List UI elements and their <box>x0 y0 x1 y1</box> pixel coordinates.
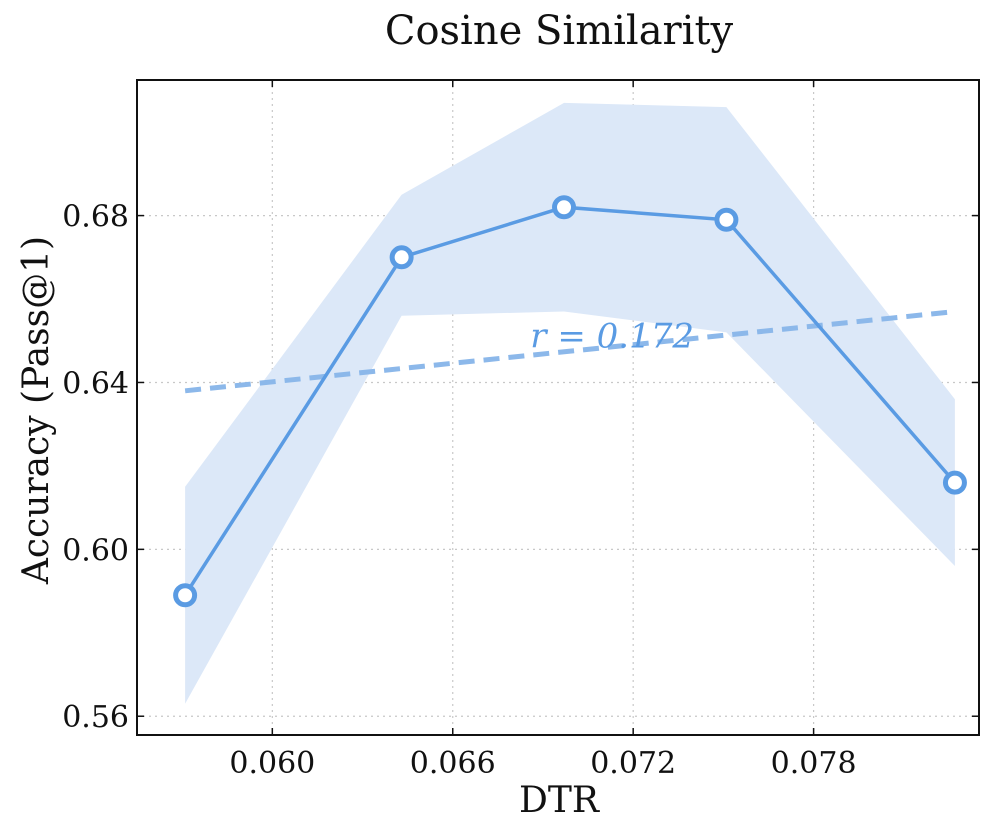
confidence-band-layer <box>185 102 955 704</box>
data-point <box>173 583 198 608</box>
data-point <box>714 207 739 232</box>
chart-title: Cosine Similarity <box>385 8 734 54</box>
correlation-annotation: r = 0.172 <box>530 317 694 357</box>
tick-layer: 0.060 0.066 0.072 0.078 0.56 0.60 0.64 0.68 <box>62 80 979 781</box>
confidence-band <box>185 102 955 704</box>
y-tick-label: 0.64 <box>62 366 129 401</box>
data-point <box>942 470 967 495</box>
y-axis-label: Accuracy (Pass@1) <box>16 236 57 585</box>
y-tick-label: 0.68 <box>62 200 129 235</box>
axes-frame <box>136 79 980 736</box>
x-tick-label: 0.060 <box>229 746 315 781</box>
trend-line <box>184 309 956 394</box>
series-layer <box>173 195 967 608</box>
data-point <box>552 195 577 220</box>
x-axis-label: DTR <box>519 780 600 818</box>
x-tick-label: 0.066 <box>410 746 496 781</box>
y-tick-label: 0.56 <box>62 700 129 735</box>
x-tick-label: 0.072 <box>590 746 676 781</box>
data-point <box>389 245 414 270</box>
trend-layer <box>184 309 956 394</box>
x-tick-label: 0.078 <box>771 746 857 781</box>
y-tick-label: 0.60 <box>62 533 129 568</box>
